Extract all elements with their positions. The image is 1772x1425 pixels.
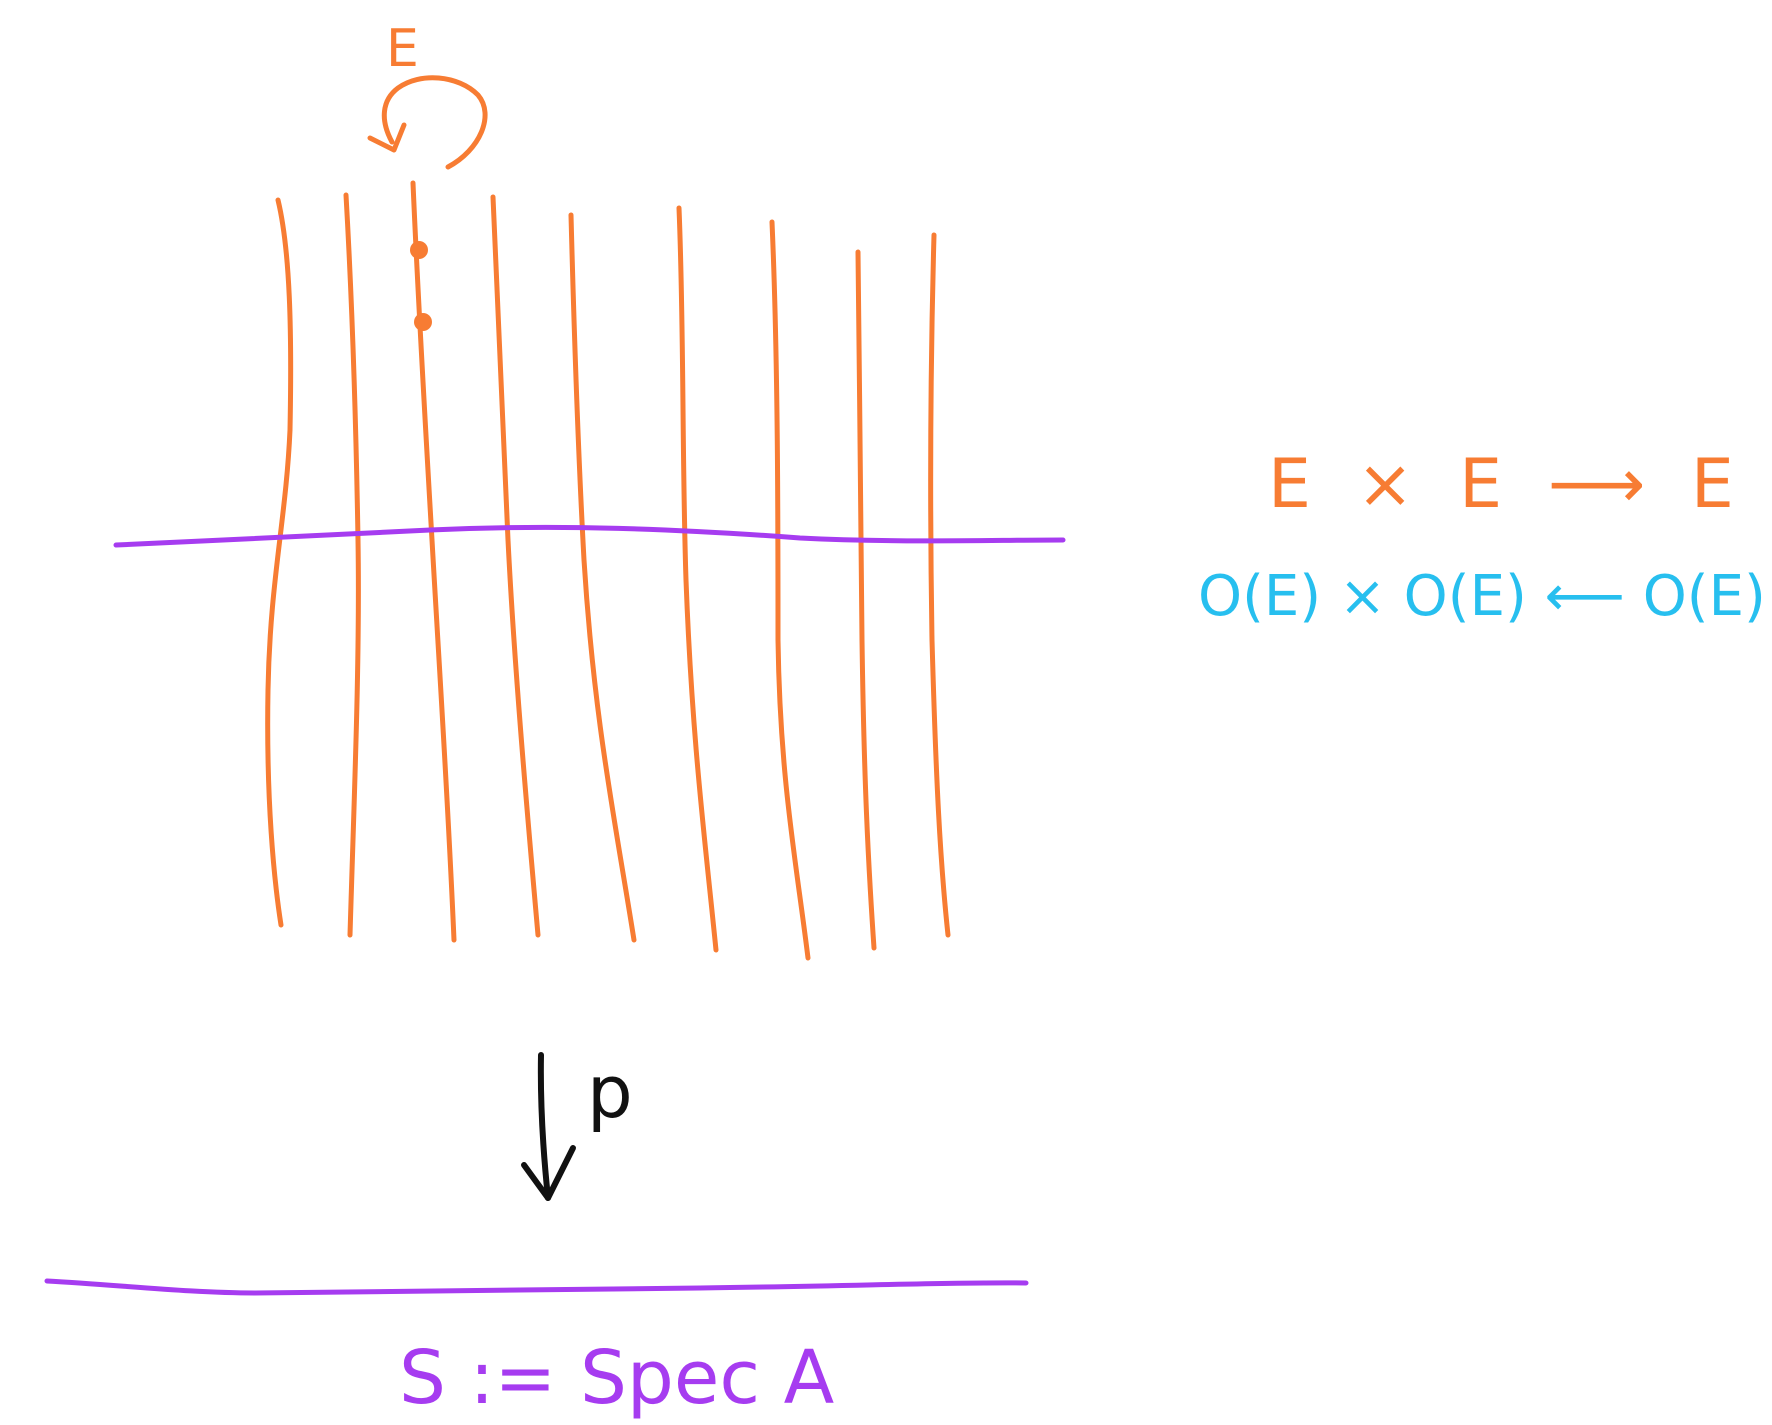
coalgebra-label: O(E) × O(E) ⟵ O(E): [1198, 564, 1766, 629]
marked-point-2: [414, 313, 432, 331]
fiber-2: [343, 192, 361, 938]
circular-arrow-head-icon: [367, 122, 407, 153]
top-E-label: E: [386, 19, 419, 79]
fiber-3-marked: [410, 180, 457, 943]
fiber-7: [769, 219, 811, 961]
base-label: S := Spec A: [399, 1335, 835, 1420]
fiber-8: [855, 249, 877, 951]
base-line: [44, 1278, 1029, 1296]
down-arrow-head-icon: [521, 1145, 576, 1201]
fiber-9: [928, 232, 951, 938]
fiber-1: [265, 197, 294, 928]
horizontal-section-line: [113, 524, 1066, 548]
fiber-4: [490, 194, 541, 938]
fiber-5: [568, 212, 637, 943]
group-law-label: E × E ⟶ E: [1268, 445, 1746, 524]
marked-point-1: [410, 241, 428, 259]
circular-arrow-icon: [381, 75, 488, 170]
fiber-6: [676, 205, 719, 953]
projection-label: p: [587, 1050, 633, 1134]
down-arrow-icon: [537, 1052, 551, 1201]
